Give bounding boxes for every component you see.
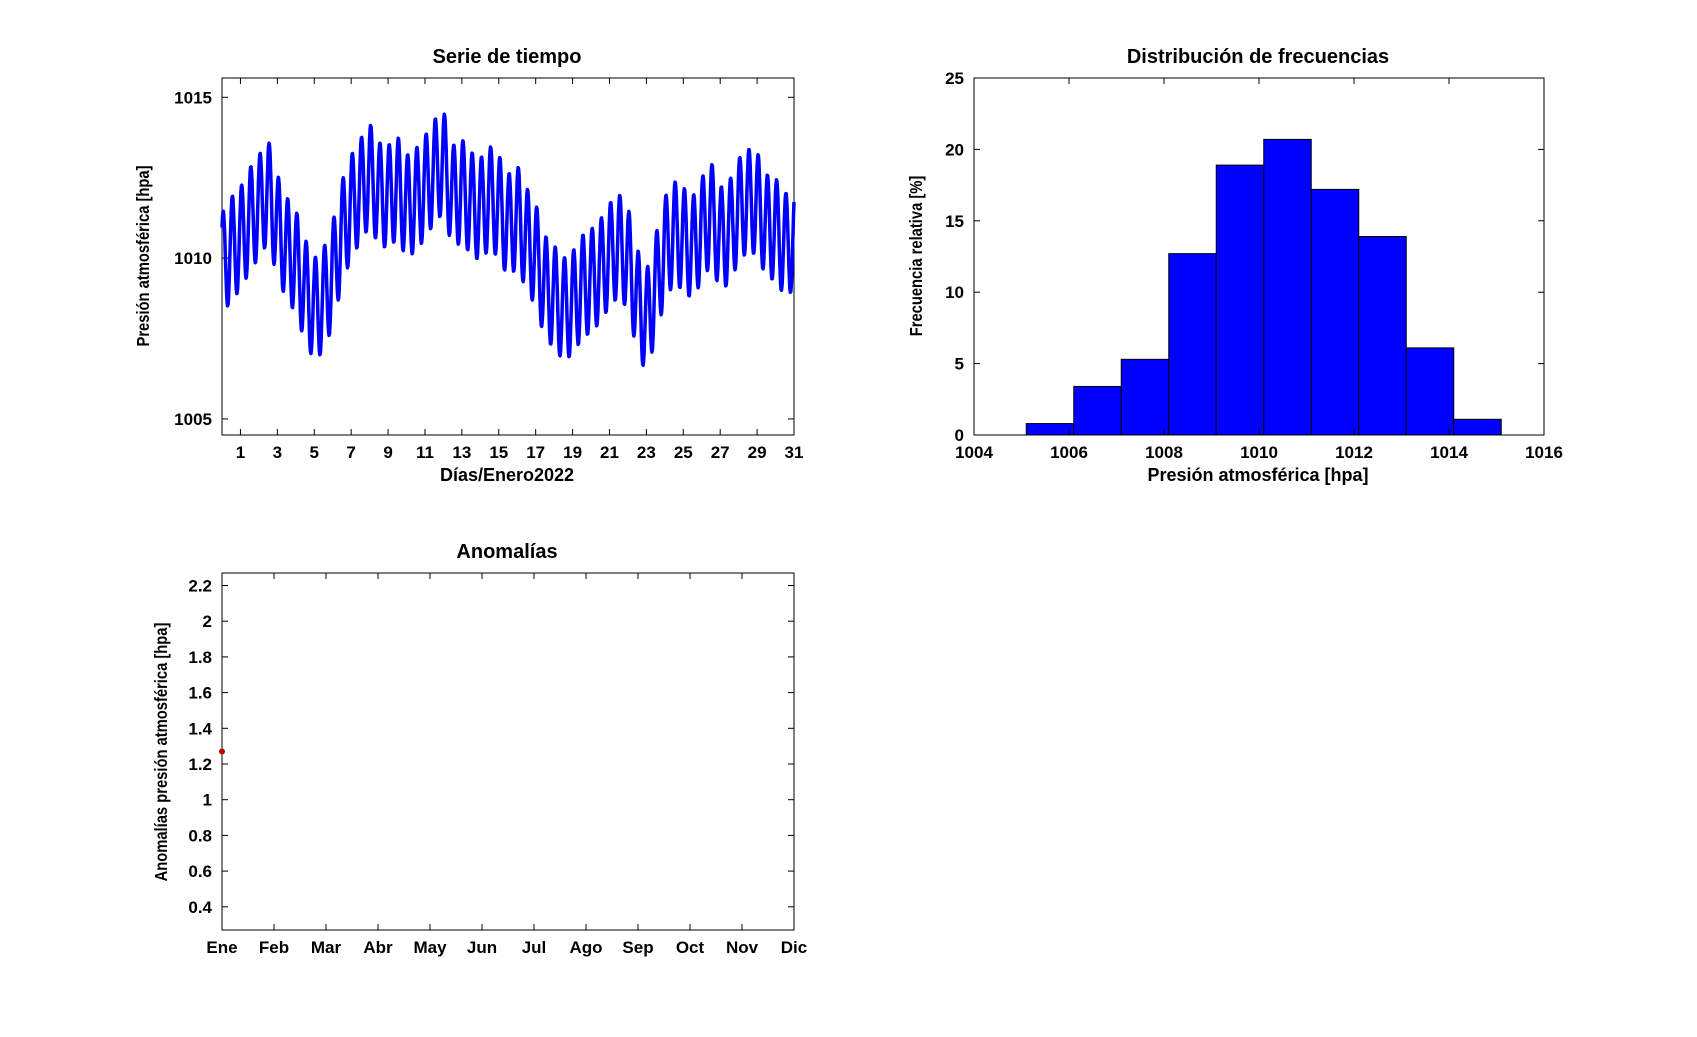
histogram-title: Distribución de frecuencias bbox=[1127, 46, 1389, 68]
histogram-bar bbox=[1453, 418, 1502, 436]
x-tick-label: Ago bbox=[569, 938, 602, 957]
x-tick-label: 1010 bbox=[1240, 443, 1278, 462]
histogram-bar bbox=[1405, 347, 1455, 436]
y-tick-label: 1.2 bbox=[188, 755, 212, 774]
x-tick-label: Dic bbox=[781, 938, 807, 957]
x-tick-label: 1006 bbox=[1050, 443, 1088, 462]
y-tick-label: 2.2 bbox=[188, 576, 212, 595]
anomalies-chart: Anomalías Ene Feb Mar Abr May Jun Jul Ago Sep Oct… bbox=[152, 541, 808, 957]
histogram-bars bbox=[1025, 138, 1502, 436]
x-tick-label: Ene bbox=[206, 938, 237, 957]
x-tick-label: 1008 bbox=[1145, 443, 1183, 462]
anomalies-y-label: Anomalías presión atmosférica [hpa] bbox=[152, 623, 172, 882]
y-tick-label: 1.4 bbox=[188, 719, 212, 738]
y-tick-label: 1.6 bbox=[188, 684, 212, 703]
x-tick-label: Jun bbox=[467, 938, 497, 957]
time-series-title: Serie de tiempo bbox=[433, 46, 582, 68]
histogram-bar bbox=[1215, 164, 1265, 436]
x-tick-label: 3 bbox=[273, 443, 282, 462]
histogram-bar bbox=[1120, 358, 1170, 436]
x-tick-label: 13 bbox=[452, 443, 471, 462]
x-tick-label: 21 bbox=[600, 443, 619, 462]
x-tick-label: Jul bbox=[522, 938, 547, 957]
histogram-chart: Distribución de frecuencias 1004 1006 1008… bbox=[907, 46, 1563, 485]
x-tick-label: 7 bbox=[346, 443, 355, 462]
anomalies-x-ticks: Ene Feb Mar Abr May Jun Jul Ago Sep Oct Nov Dic bbox=[206, 573, 807, 957]
x-tick-label: Sep bbox=[622, 938, 653, 957]
x-tick-label: 27 bbox=[711, 443, 730, 462]
histogram-bar bbox=[1310, 188, 1360, 436]
x-tick-label: May bbox=[413, 938, 447, 957]
histogram-bar bbox=[1073, 385, 1122, 436]
time-series-x-label: Días/Enero2022 bbox=[440, 465, 574, 485]
x-tick-label: 11 bbox=[416, 443, 434, 462]
x-tick-label: Nov bbox=[726, 938, 759, 957]
time-series-chart: Serie de tiempo 1 3 5 7 9 11 13 15 17 19 21 23 25 27 2… bbox=[134, 46, 804, 485]
histogram-y-ticks: 0 5 10 15 20 25 bbox=[945, 69, 1544, 445]
x-tick-label: 17 bbox=[526, 443, 545, 462]
x-tick-label: 31 bbox=[785, 443, 804, 462]
x-tick-label: 1014 bbox=[1430, 443, 1468, 462]
anomalies-title: Anomalías bbox=[456, 541, 557, 563]
time-series-y-label: Presión atmosférica [hpa] bbox=[134, 165, 154, 346]
anomalies-points bbox=[219, 748, 225, 755]
histogram-bar bbox=[1358, 236, 1407, 436]
y-tick-label: 1005 bbox=[174, 410, 212, 429]
x-tick-label: 29 bbox=[748, 443, 767, 462]
y-tick-label: 1.8 bbox=[188, 648, 212, 667]
x-tick-label: Oct bbox=[676, 938, 705, 957]
x-tick-label: Feb bbox=[259, 938, 289, 957]
x-tick-label: 23 bbox=[637, 443, 656, 462]
histogram-bar bbox=[1168, 253, 1217, 436]
pressure-series-line bbox=[220, 112, 796, 368]
x-tick-label: 19 bbox=[563, 443, 582, 462]
x-tick-label: 1016 bbox=[1525, 443, 1563, 462]
histogram-bar bbox=[1025, 423, 1075, 436]
y-tick-label: 20 bbox=[945, 140, 964, 159]
histogram-x-ticks: 1004 1006 1008 1010 1012 1014 1016 bbox=[955, 78, 1563, 462]
y-tick-label: 10 bbox=[945, 283, 964, 302]
y-tick-label: 1 bbox=[203, 791, 212, 810]
time-series-x-ticks: 1 3 5 7 9 11 13 15 17 19 21 23 25 27 29 31 bbox=[236, 78, 804, 462]
x-tick-label: 1 bbox=[236, 443, 245, 462]
x-tick-label: Abr bbox=[363, 938, 393, 957]
x-tick-label: 15 bbox=[489, 443, 508, 462]
y-tick-label: 0.6 bbox=[188, 862, 212, 881]
anomalies-y-ticks: 0.4 0.6 0.8 1 1.2 1.4 1.6 1.8 2 2.2 bbox=[188, 576, 794, 917]
x-tick-label: 1012 bbox=[1335, 443, 1373, 462]
histogram-y-label: Frecuencia relativa [%] bbox=[907, 176, 927, 337]
x-tick-label: 9 bbox=[383, 443, 392, 462]
x-tick-label: 25 bbox=[674, 443, 693, 462]
histogram-x-label: Presión atmosférica [hpa] bbox=[1147, 465, 1368, 485]
y-tick-label: 1015 bbox=[174, 88, 212, 107]
histogram-bar bbox=[1263, 138, 1312, 436]
y-tick-label: 0.4 bbox=[188, 898, 212, 917]
y-tick-label: 25 bbox=[945, 69, 964, 88]
time-series-y-ticks: 1005 1010 1015 bbox=[174, 88, 794, 429]
y-tick-label: 1010 bbox=[174, 249, 212, 268]
x-tick-label: Mar bbox=[311, 938, 342, 957]
anomalies-axes-box bbox=[221, 572, 795, 931]
x-tick-label: 1004 bbox=[955, 443, 993, 462]
y-tick-label: 0.8 bbox=[188, 826, 212, 845]
x-tick-label: 5 bbox=[310, 443, 319, 462]
anomaly-point bbox=[219, 748, 225, 755]
y-tick-label: 2 bbox=[203, 612, 212, 631]
y-tick-label: 5 bbox=[955, 355, 964, 374]
y-tick-label: 15 bbox=[945, 212, 964, 231]
y-tick-label: 0 bbox=[955, 426, 964, 445]
